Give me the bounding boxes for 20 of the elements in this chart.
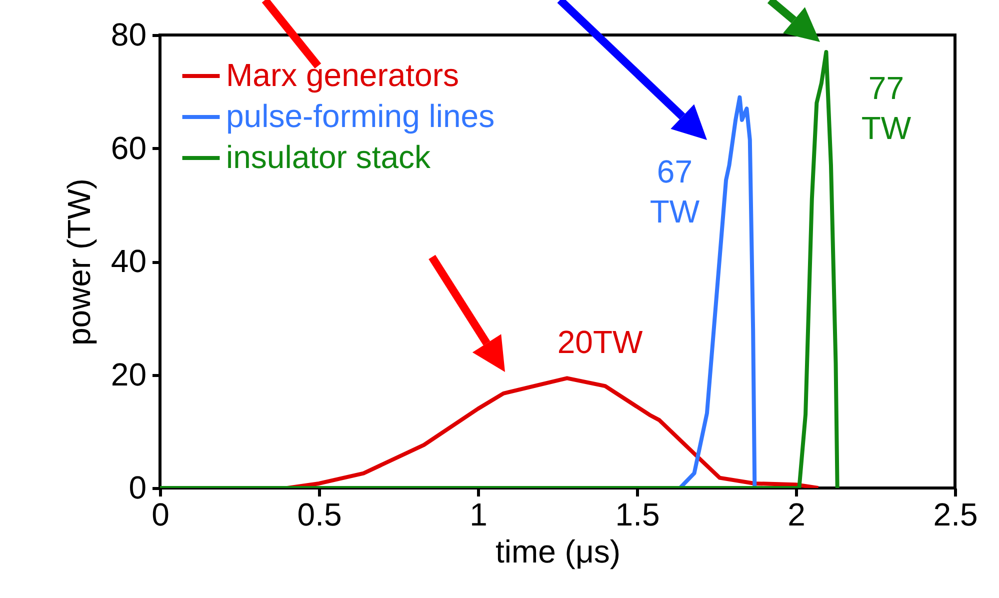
legend-label: pulse-forming lines (226, 98, 495, 134)
x-axis-title: time (μs) (495, 534, 621, 570)
x-tick-label: 1.5 (615, 496, 660, 532)
annotation: 20TW (557, 324, 644, 360)
line-series (160, 50, 840, 488)
y-tick-label: 60 (110, 130, 146, 166)
x-tick-label: 0.5 (297, 496, 342, 532)
annotation: 67 TW (650, 153, 700, 230)
y-axis-title: power (TW) (60, 178, 97, 346)
annotation: 77 TW (861, 70, 912, 146)
y-tick-label: 40 (110, 243, 146, 279)
legend-label: insulator stack (226, 139, 432, 175)
y-tick-label: 0 (128, 470, 146, 506)
x-tick-label: 2 (788, 496, 806, 532)
y-tick-label: 20 (110, 356, 146, 392)
y-tick-label: 80 (110, 16, 146, 52)
x-tick-label: 0 (152, 496, 170, 532)
legend-label: Marx generators (226, 57, 459, 93)
x-tick-label: 2.5 (933, 496, 978, 532)
x-tick-label: 1 (470, 496, 488, 532)
